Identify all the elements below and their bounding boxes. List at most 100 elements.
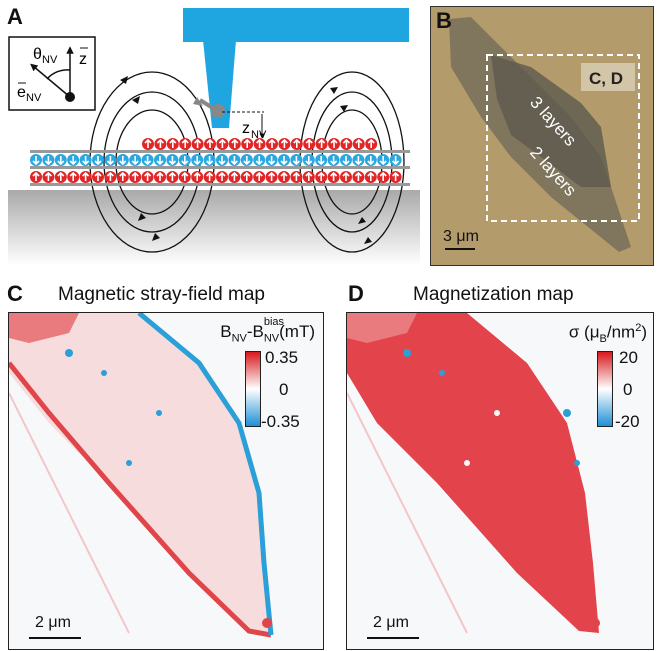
spin-arrow [330, 138, 338, 148]
substrate [8, 190, 420, 265]
svg-text:NV: NV [26, 92, 42, 104]
spin-arrow [69, 156, 77, 166]
spin-arrow [206, 138, 214, 148]
spin-arrow [32, 156, 40, 166]
spin-arrow [69, 171, 77, 181]
spin-arrow [82, 171, 90, 181]
spin-arrow [94, 171, 102, 181]
spin-arrow [355, 138, 363, 148]
spin-arrow [367, 171, 375, 181]
spin-arrow [193, 156, 201, 166]
spin-arrow [206, 171, 214, 181]
spin-arrow [305, 171, 313, 181]
panel-d-title: Magnetization map [413, 284, 574, 305]
svg-text:e: e [17, 84, 26, 101]
spin-arrow [243, 171, 251, 181]
spin-arrow [218, 156, 226, 166]
cb-tick-mid: 0 [623, 380, 633, 399]
magnetization-map: σ (μB/nm2) 20 0 -20 2 μm [346, 312, 654, 650]
spin-arrow [305, 156, 313, 166]
scale-bar [29, 637, 81, 639]
panel-a-schematic: z NV θ NV z e NV [8, 8, 420, 265]
magnetization-colorbar-label: σ (μB/nm2) [568, 322, 647, 346]
spin-arrow [367, 156, 375, 166]
svg-text:z: z [79, 51, 87, 68]
spin-arrow [342, 171, 350, 181]
spin-arrow [268, 138, 276, 148]
spin-arrow [106, 171, 114, 181]
spin-arrow [119, 171, 127, 181]
afm-cantilever [183, 8, 409, 42]
spin-arrow [131, 171, 139, 181]
spin-arrow [330, 156, 338, 166]
scale-label: 2 μm [373, 614, 409, 631]
spin-arrow [354, 171, 362, 181]
stray-field-colorbar [245, 351, 261, 427]
znv-label: z [242, 120, 250, 137]
spin-arrow [193, 171, 201, 181]
spin-arrow [131, 156, 139, 166]
spin-arrow [256, 138, 264, 148]
spin-arrow [144, 156, 152, 166]
spin-arrow [106, 156, 114, 166]
stray-field-colorbar-label: BNV-B bias NV(mT) [220, 316, 315, 345]
optical-image: C, D 3 layers 2 layers 3 μm [430, 6, 654, 266]
svg-text:C, D: C, D [589, 69, 623, 88]
spin-arrow [367, 138, 375, 148]
spin-arrow [156, 171, 164, 181]
spin-arrow [342, 138, 350, 148]
spin-arrow [354, 156, 362, 166]
spin-arrow [268, 156, 276, 166]
panel-d-letter: D [348, 281, 364, 306]
spin-arrow [181, 138, 189, 148]
spin-arrow [44, 171, 52, 181]
spin-arrow [293, 138, 301, 148]
svg-text:3 μm: 3 μm [443, 228, 479, 245]
scale-label: 2 μm [35, 614, 71, 631]
spin-arrow [392, 171, 400, 181]
spin-arrow [379, 156, 387, 166]
spin-arrow [280, 156, 288, 166]
svg-text:θ: θ [33, 46, 42, 63]
spin-layers [30, 138, 402, 183]
panel-c-title: Magnetic stray-field map [58, 284, 265, 305]
spin-arrow [194, 138, 202, 148]
spin-arrow [218, 138, 226, 148]
spin-arrow [169, 138, 177, 148]
spin-arrow [305, 138, 313, 148]
spin-arrow [144, 171, 152, 181]
cb-tick-bottom: -0.35 [261, 412, 300, 431]
spin-arrow [317, 156, 325, 166]
spin-arrow [181, 156, 189, 166]
spin-arrow [168, 156, 176, 166]
spin-arrow [255, 156, 263, 166]
spin-arrow [230, 156, 238, 166]
svg-text:NV: NV [42, 54, 58, 66]
spin-arrow [243, 138, 251, 148]
spin-arrow [144, 138, 152, 148]
spin-arrow [44, 156, 52, 166]
spin-arrow [156, 156, 164, 166]
spin-arrow [255, 171, 263, 181]
spin-arrow [280, 138, 288, 148]
spin-arrow [231, 138, 239, 148]
spin-arrow [156, 138, 164, 148]
cb-tick-top: 0.35 [265, 348, 299, 367]
spin-arrow [57, 171, 65, 181]
spin-arrow [32, 171, 40, 181]
svg-text:NV: NV [251, 129, 267, 141]
spin-arrow [392, 156, 400, 166]
cb-tick-top: 20 [619, 348, 638, 367]
nv-center [193, 97, 225, 118]
axes-inset [8, 36, 96, 111]
spin-arrow [181, 171, 189, 181]
panel-c-letter: C [7, 281, 23, 306]
stray-field-map: BNV-B bias NV(mT) 0.35 0 -0.35 2 μm [8, 312, 324, 650]
cb-tick-bottom: -20 [615, 412, 640, 431]
magnetization-colorbar [597, 351, 613, 427]
spin-arrow [218, 171, 226, 181]
spin-arrow [280, 171, 288, 181]
spin-arrow [206, 156, 214, 166]
spin-arrow [318, 138, 326, 148]
scale-bar [367, 637, 419, 639]
